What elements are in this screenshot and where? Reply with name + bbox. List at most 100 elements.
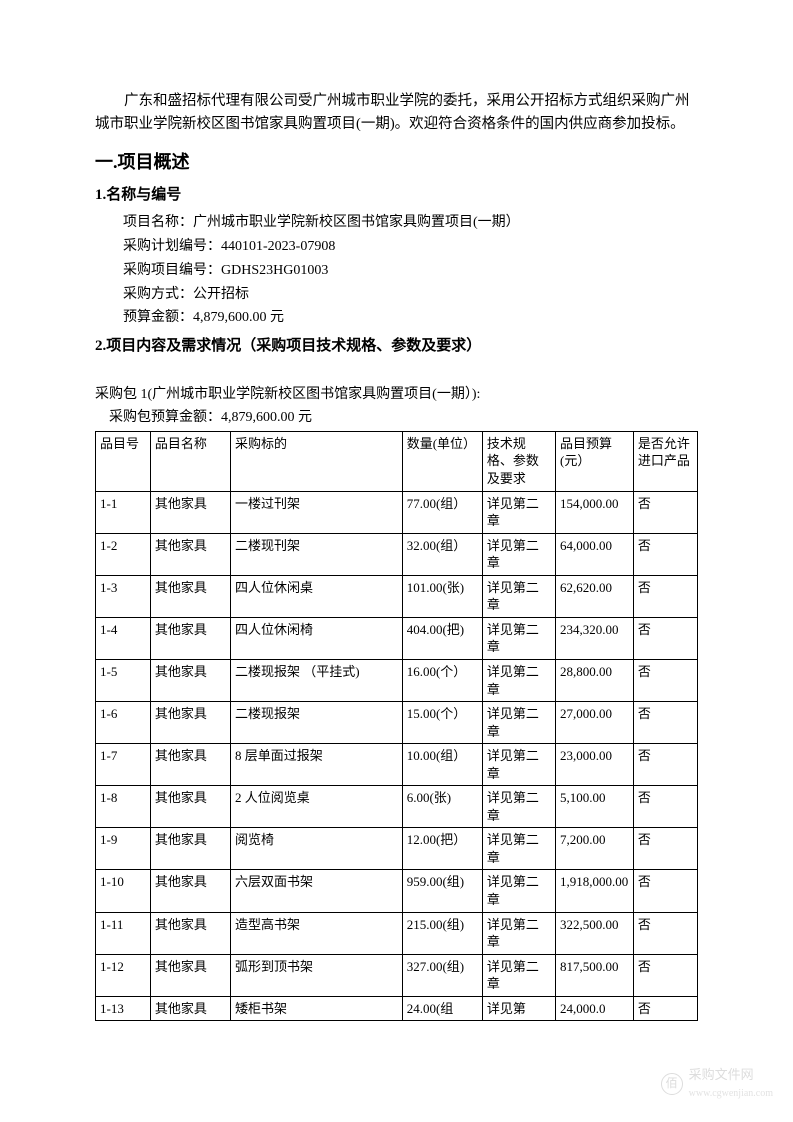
table-cell: 否 [633, 617, 697, 659]
table-cell: 其他家具 [150, 491, 230, 533]
table-cell: 否 [633, 954, 697, 996]
table-cell: 否 [633, 491, 697, 533]
table-cell: 否 [633, 702, 697, 744]
table-cell: 否 [633, 828, 697, 870]
table-cell: 二楼现报架 （平挂式) [231, 659, 403, 701]
table-body: 1-1其他家具一楼过刊架77.00(组）详见第二章154,000.00否1-2其… [96, 491, 698, 1021]
table-cell: 否 [633, 786, 697, 828]
table-cell: 详见第二章 [482, 659, 555, 701]
table-cell: 1-6 [96, 702, 151, 744]
table-cell: 327.00(组) [402, 954, 482, 996]
table-cell: 四人位休闲椅 [231, 617, 403, 659]
label: 采购方式： [123, 287, 193, 302]
table-row: 1-10其他家具六层双面书架959.00(组)详见第二章1,918,000.00… [96, 870, 698, 912]
table-cell: 否 [633, 996, 697, 1021]
table-cell: 其他家具 [150, 744, 230, 786]
table-cell: 8 层单面过报架 [231, 744, 403, 786]
table-cell: 24.00(组 [402, 996, 482, 1021]
table-cell: 否 [633, 870, 697, 912]
table-cell: 7,200.00 [556, 828, 634, 870]
table-cell: 详见第二章 [482, 870, 555, 912]
field-budget: 预算金额：4,879,600.00 元 [95, 306, 698, 330]
table-cell: 其他家具 [150, 659, 230, 701]
field-proj-no: 采购项目编号：GDHS23HG01003 [95, 259, 698, 283]
table-row: 1-4其他家具四人位休闲椅404.00(把)详见第二章234,320.00否 [96, 617, 698, 659]
watermark-icon: 佰 [661, 1073, 683, 1095]
table-cell: 其他家具 [150, 996, 230, 1021]
table-cell: 详见第二章 [482, 617, 555, 659]
table-header-row: 品目号 品目名称 采购标的 数量(单位） 技术规格、参数及要求 品目预算(元） … [96, 431, 698, 491]
table-cell: 否 [633, 912, 697, 954]
table-cell: 详见第二章 [482, 786, 555, 828]
table-cell: 其他家具 [150, 575, 230, 617]
table-cell: 详见第二章 [482, 828, 555, 870]
th-3: 数量(单位） [402, 431, 482, 491]
table-cell: 1-1 [96, 491, 151, 533]
table-cell: 否 [633, 533, 697, 575]
th-0: 品目号 [96, 431, 151, 491]
table-cell: 一楼过刊架 [231, 491, 403, 533]
table-cell: 1-8 [96, 786, 151, 828]
value: 公开招标 [193, 287, 249, 302]
watermark-text-wrap: 采购文件网 www.cgwenjian.com [689, 1065, 773, 1102]
table-cell: 1-3 [96, 575, 151, 617]
table-cell: 215.00(组) [402, 912, 482, 954]
table-cell: 6.00(张) [402, 786, 482, 828]
table-cell: 16.00(个） [402, 659, 482, 701]
table-cell: 404.00(把) [402, 617, 482, 659]
table-row: 1-11其他家具造型高书架215.00(组)详见第二章322,500.00否 [96, 912, 698, 954]
th-1: 品目名称 [150, 431, 230, 491]
label: 预算金额： [123, 310, 193, 325]
table-cell: 否 [633, 659, 697, 701]
table-cell: 四人位休闲桌 [231, 575, 403, 617]
watermark-text: 采购文件网 [689, 1067, 754, 1082]
table-cell: 详见第二章 [482, 575, 555, 617]
table-cell: 101.00(张) [402, 575, 482, 617]
table-cell: 其他家具 [150, 912, 230, 954]
table-cell: 234,320.00 [556, 617, 634, 659]
table-row: 1-5其他家具二楼现报架 （平挂式)16.00(个）详见第二章28,800.00… [96, 659, 698, 701]
th-6: 是否允许进口产品 [633, 431, 697, 491]
sub2-title: 2.项目内容及需求情况（采购项目技术规格、参数及要求） [95, 334, 698, 358]
label: 项目名称： [123, 215, 193, 230]
table-cell: 27,000.00 [556, 702, 634, 744]
table-row: 1-9其他家具阅览椅12.00(把）详见第二章7,200.00否 [96, 828, 698, 870]
table-row: 1-8其他家具2 人位阅览桌6.00(张)详见第二章5,100.00否 [96, 786, 698, 828]
table-cell: 1-9 [96, 828, 151, 870]
table-cell: 二楼现刊架 [231, 533, 403, 575]
table-cell: 否 [633, 575, 697, 617]
th-5: 品目预算(元） [556, 431, 634, 491]
table-cell: 六层双面书架 [231, 870, 403, 912]
table-cell: 详见第二章 [482, 491, 555, 533]
intro-paragraph: 广东和盛招标代理有限公司受广州城市职业学院的委托，采用公开招标方式组织采购广州城… [95, 90, 698, 136]
value: 440101-2023-07908 [221, 239, 335, 254]
items-table: 品目号 品目名称 采购标的 数量(单位） 技术规格、参数及要求 品目预算(元） … [95, 431, 698, 1021]
table-cell: 详见第 [482, 996, 555, 1021]
table-cell: 弧形到顶书架 [231, 954, 403, 996]
table-cell: 23,000.00 [556, 744, 634, 786]
table-cell: 62,620.00 [556, 575, 634, 617]
section1-title: 一.项目概述 [95, 148, 698, 177]
package-budget: 采购包预算金额：4,879,600.00 元 [95, 407, 698, 429]
table-cell: 77.00(组） [402, 491, 482, 533]
table-cell: 详见第二章 [482, 533, 555, 575]
table-cell: 1-12 [96, 954, 151, 996]
table-cell: 15.00(个） [402, 702, 482, 744]
table-cell: 1-5 [96, 659, 151, 701]
table-cell: 959.00(组) [402, 870, 482, 912]
table-cell: 1-2 [96, 533, 151, 575]
table-cell: 其他家具 [150, 533, 230, 575]
table-row: 1-13其他家具矮柜书架24.00(组详见第24,000.0否 [96, 996, 698, 1021]
th-4: 技术规格、参数及要求 [482, 431, 555, 491]
table-cell: 二楼现报架 [231, 702, 403, 744]
table-cell: 322,500.00 [556, 912, 634, 954]
table-cell: 1-13 [96, 996, 151, 1021]
table-cell: 1-11 [96, 912, 151, 954]
table-cell: 详见第二章 [482, 912, 555, 954]
table-cell: 详见第二章 [482, 702, 555, 744]
table-cell: 1,918,000.00 [556, 870, 634, 912]
table-cell: 否 [633, 744, 697, 786]
table-cell: 2 人位阅览桌 [231, 786, 403, 828]
value: GDHS23HG01003 [221, 263, 328, 278]
table-cell: 1-10 [96, 870, 151, 912]
